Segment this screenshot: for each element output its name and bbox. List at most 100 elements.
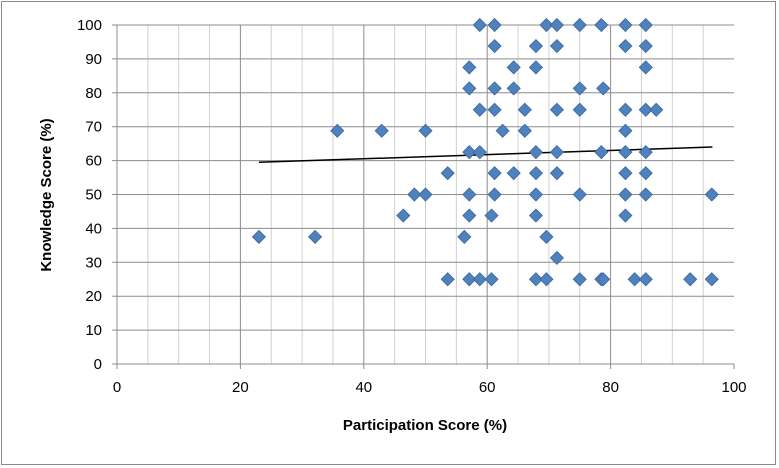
data-point [596, 81, 611, 96]
data-point [440, 166, 455, 181]
y-tick-label: 30 [85, 254, 102, 271]
data-point [517, 123, 532, 138]
data-point [528, 272, 544, 287]
data-point [572, 81, 587, 96]
data-point [627, 272, 642, 287]
data-point [704, 187, 719, 202]
data-point [462, 208, 477, 223]
data-point [618, 123, 633, 138]
data-point [683, 272, 698, 287]
data-point [487, 102, 502, 117]
data-point [407, 187, 422, 202]
y-tick-label: 50 [85, 187, 102, 204]
x-tick-label: 40 [355, 379, 372, 396]
data-point [440, 272, 455, 287]
data-point [549, 166, 564, 181]
data-point [638, 60, 653, 75]
data-point [517, 102, 532, 117]
data-point [539, 229, 554, 244]
data-point [539, 17, 554, 33]
data-point [638, 166, 653, 181]
grid-lines [117, 24, 734, 364]
data-point [330, 123, 345, 138]
data-point [618, 166, 633, 181]
y-axis-title: Knowledge Score (%) [38, 118, 55, 271]
data-point [596, 272, 611, 287]
data-point [638, 102, 653, 117]
data-point [618, 38, 633, 54]
data-point [594, 145, 609, 160]
data-point [528, 187, 544, 202]
y-tick-label: 20 [85, 288, 102, 305]
data-point [506, 81, 521, 96]
data-point [549, 17, 564, 33]
data-point [638, 187, 653, 202]
data-point [528, 208, 544, 223]
data-point [396, 208, 411, 223]
data-point [638, 17, 653, 33]
data-point [594, 17, 609, 33]
data-point [572, 17, 587, 33]
x-tick-label: 100 [721, 379, 746, 396]
data-point [549, 102, 564, 117]
data-point [506, 166, 521, 181]
y-tick-label: 90 [85, 51, 102, 68]
data-point [572, 187, 587, 202]
data-point [528, 145, 544, 160]
data-point [618, 187, 633, 202]
data-point [638, 38, 653, 54]
y-tick-label: 10 [85, 322, 102, 339]
data-point [704, 272, 719, 287]
data-point [528, 60, 544, 75]
data-point [549, 38, 564, 54]
data-point [462, 60, 477, 75]
x-tick-label: 20 [232, 379, 249, 396]
x-tick-label: 0 [113, 379, 121, 396]
y-tick-label: 100 [77, 17, 102, 34]
data-point [649, 102, 664, 117]
data-points [251, 17, 719, 287]
data-point [487, 187, 502, 202]
y-tick-label: 40 [85, 220, 102, 237]
data-point [462, 81, 477, 96]
data-point [472, 17, 487, 33]
data-point [462, 187, 477, 202]
data-point [472, 145, 487, 160]
data-point [618, 17, 633, 33]
y-tick-labels: 0 10 20 30 40 50 60 70 80 90 100 [77, 17, 102, 373]
data-point [462, 145, 477, 160]
data-point [487, 81, 502, 96]
data-point [251, 229, 266, 244]
data-point [572, 102, 587, 117]
trendline-group [258, 146, 713, 164]
data-point [487, 166, 502, 181]
x-tick-label: 80 [602, 379, 619, 396]
y-tick-label: 70 [85, 119, 102, 136]
data-point [638, 272, 653, 287]
data-point [418, 123, 433, 138]
y-tick-label: 60 [85, 153, 102, 170]
data-point [506, 60, 521, 75]
data-point [472, 102, 487, 117]
data-point [549, 145, 564, 160]
data-point [484, 272, 499, 287]
data-point [549, 250, 564, 265]
x-axis-title: Participation Score (%) [343, 417, 507, 434]
data-point [495, 123, 510, 138]
axis-lines [112, 24, 735, 369]
data-point [528, 166, 544, 181]
data-point [539, 272, 554, 287]
data-point [472, 272, 487, 287]
trendline [258, 146, 713, 164]
data-point [487, 38, 502, 54]
data-point [487, 17, 502, 33]
data-point [418, 187, 433, 202]
data-point [528, 38, 544, 54]
data-point [374, 123, 389, 138]
data-point [618, 208, 633, 223]
y-tick-label: 80 [85, 85, 102, 102]
data-point [572, 272, 587, 287]
data-point [638, 145, 653, 160]
